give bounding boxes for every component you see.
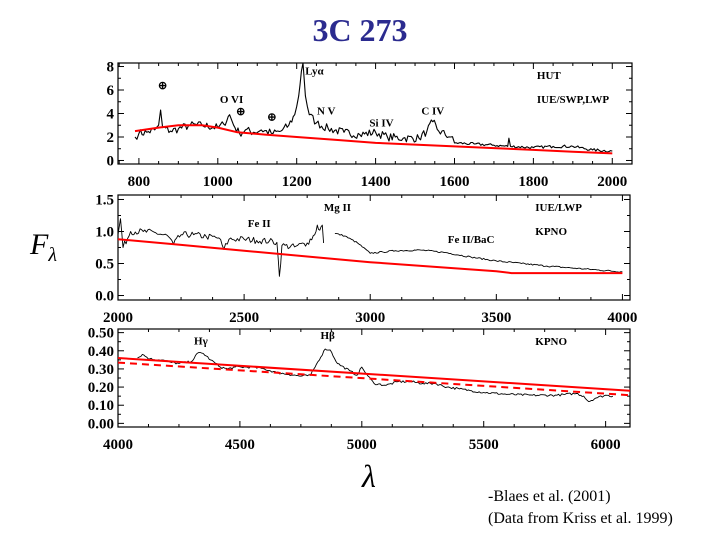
y-tick-label: 0.30 bbox=[88, 362, 114, 378]
y-tick-label: 0.10 bbox=[88, 398, 114, 414]
slide-title: 3C 273 bbox=[312, 12, 408, 48]
instrument-label: IUE/SWP,LWP bbox=[537, 94, 610, 106]
series-model-solid bbox=[117, 357, 631, 392]
line-annotation: ⊕ bbox=[236, 106, 245, 118]
panel-3: 4000 4500 5000 5500 6000 0.00 0.10 0.20 0.30 0.40… bbox=[88, 326, 631, 453]
y-tick-label: 4 bbox=[107, 107, 115, 123]
series-spectrum-uv bbox=[117, 218, 325, 277]
x-tick-label: 5500 bbox=[469, 437, 499, 453]
series-spectrum-optical bbox=[334, 232, 623, 273]
y-tick-label: 0.40 bbox=[88, 344, 114, 360]
line-annotation: Lyα bbox=[305, 66, 324, 78]
y-axis-label-sub: λ bbox=[48, 244, 57, 266]
x-tick-label: 3500 bbox=[481, 310, 511, 326]
x-tick-label: 6000 bbox=[591, 437, 621, 453]
line-annotation: Fe II bbox=[248, 218, 271, 230]
y-tick-label: 1.0 bbox=[95, 224, 114, 240]
y-axis-label: Fλ bbox=[30, 228, 57, 267]
line-annotation: Fe II/BaC bbox=[448, 234, 495, 246]
y-tick-label: 0.5 bbox=[95, 257, 114, 273]
line-annotation: Mg II bbox=[324, 202, 351, 214]
y-tick-label: 8 bbox=[107, 60, 115, 76]
series-spectrum bbox=[134, 62, 613, 153]
line-annotation: O VI bbox=[220, 94, 243, 106]
y-tick-label: 0.0 bbox=[95, 289, 114, 305]
x-axis-label: λ bbox=[362, 458, 376, 494]
x-tick-label: 4500 bbox=[225, 437, 255, 453]
instrument-label: IUE/LWP bbox=[535, 202, 582, 214]
panel-2: 2000 2500 3000 3500 4000 0.0 0.5 1.0 1.5 Fe II Mg … bbox=[95, 192, 637, 326]
x-tick-label: 2500 bbox=[229, 310, 259, 326]
x-tick-label: 1800 bbox=[518, 174, 548, 190]
credit-data-source: (Data from Kriss et al. 1999) bbox=[488, 510, 673, 527]
x-tick-label: 5000 bbox=[347, 437, 377, 453]
line-annotation: Si IV bbox=[369, 117, 393, 129]
x-tick-label: 3000 bbox=[355, 310, 385, 326]
x-tick-label: 1000 bbox=[203, 174, 233, 190]
series-model-dashed bbox=[117, 361, 631, 397]
series-model bbox=[134, 124, 613, 155]
y-tick-label: 0.50 bbox=[88, 326, 114, 342]
line-annotation: ⊕ bbox=[158, 80, 167, 92]
line-annotation: Hβ bbox=[320, 330, 335, 342]
series-model bbox=[117, 238, 623, 275]
credit-citation: -Blaes et al. (2001) bbox=[488, 488, 611, 505]
x-tick-label: 800 bbox=[128, 174, 151, 190]
x-tick-label: 2000 bbox=[597, 174, 627, 190]
line-annotation: N V bbox=[317, 106, 335, 118]
y-tick-label: 2 bbox=[107, 130, 115, 146]
x-tick-label: 1400 bbox=[361, 174, 391, 190]
y-tick-label: 0.00 bbox=[88, 416, 114, 432]
y-tick-label: 1.5 bbox=[95, 192, 114, 208]
instrument-label: KPNO bbox=[535, 226, 567, 238]
y-tick-label: 0 bbox=[107, 153, 115, 169]
y-tick-label: 0.20 bbox=[88, 380, 114, 396]
y-axis-label-main: F bbox=[30, 228, 49, 261]
line-annotation: C IV bbox=[421, 106, 444, 118]
x-tick-label: 1200 bbox=[282, 174, 312, 190]
line-annotation: Hγ bbox=[194, 335, 208, 347]
x-tick-label: 1600 bbox=[439, 174, 469, 190]
x-tick-label: 2000 bbox=[103, 310, 133, 326]
instrument-label: KPNO bbox=[535, 336, 567, 348]
instrument-label: HUT bbox=[537, 70, 562, 82]
y-tick-label: 6 bbox=[107, 83, 115, 99]
line-annotation: ⊕ bbox=[267, 112, 276, 124]
x-tick-label: 4000 bbox=[103, 437, 133, 453]
x-tick-label: 4000 bbox=[607, 310, 637, 326]
